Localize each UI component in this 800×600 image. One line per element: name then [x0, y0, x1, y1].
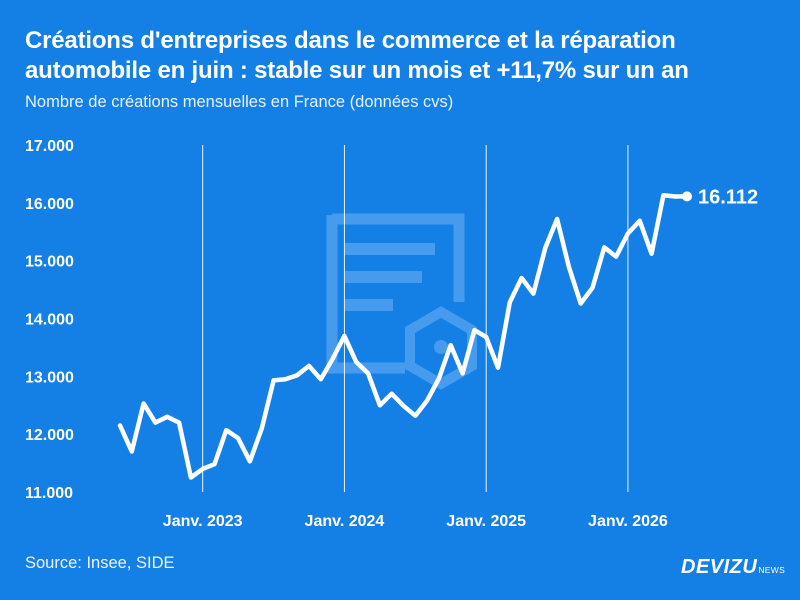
x-tick-label: Janv. 2025 — [446, 513, 526, 530]
chart-subtitle: Nombre de créations mensuelles en France… — [25, 93, 454, 111]
y-tick-label: 15.000 — [25, 254, 74, 271]
source-note: Source: Insee, SIDE — [25, 554, 175, 572]
watermark-document-icon — [326, 213, 465, 374]
x-axis: Janv. 2023 Janv. 2024 Janv. 2025 Janv. 2026 — [163, 513, 668, 530]
y-tick-label: 17.000 — [25, 138, 74, 155]
y-tick-label: 13.000 — [25, 369, 74, 386]
data-series: 16.112 — [117, 186, 758, 480]
logo-main-text: DEVIZU — [681, 556, 758, 578]
last-value-label: 16.112 — [698, 186, 758, 208]
watermark-lines-icon — [345, 243, 435, 311]
watermark-gear-icon — [405, 306, 477, 390]
x-tick-label: Janv. 2023 — [163, 513, 243, 530]
y-tick-label: 16.000 — [25, 196, 74, 213]
chart-title-line2: automobile en juin : stable sur un mois … — [25, 57, 689, 84]
last-point-marker — [682, 191, 692, 202]
chart-title: Créations d'entreprises dans le commerce… — [25, 26, 785, 86]
x-tick-label: Janv. 2026 — [588, 513, 668, 530]
logo-news-text: NEWS — [758, 565, 786, 575]
y-tick-label: 12.000 — [25, 427, 74, 444]
devizu-logo: DEVIZUNEWS — [681, 556, 785, 579]
chart-title-line1: Créations d'entreprises dans le commerce… — [25, 27, 676, 54]
vertical-gridlines — [202, 145, 629, 492]
series-line — [117, 193, 690, 480]
y-tick-label: 11.000 — [25, 485, 73, 502]
y-axis: 11.000 12.000 13.000 14.000 15.000 16.000 17.0… — [25, 138, 74, 502]
y-tick-label: 14.000 — [25, 312, 74, 329]
x-tick-label: Janv. 2024 — [305, 513, 385, 530]
